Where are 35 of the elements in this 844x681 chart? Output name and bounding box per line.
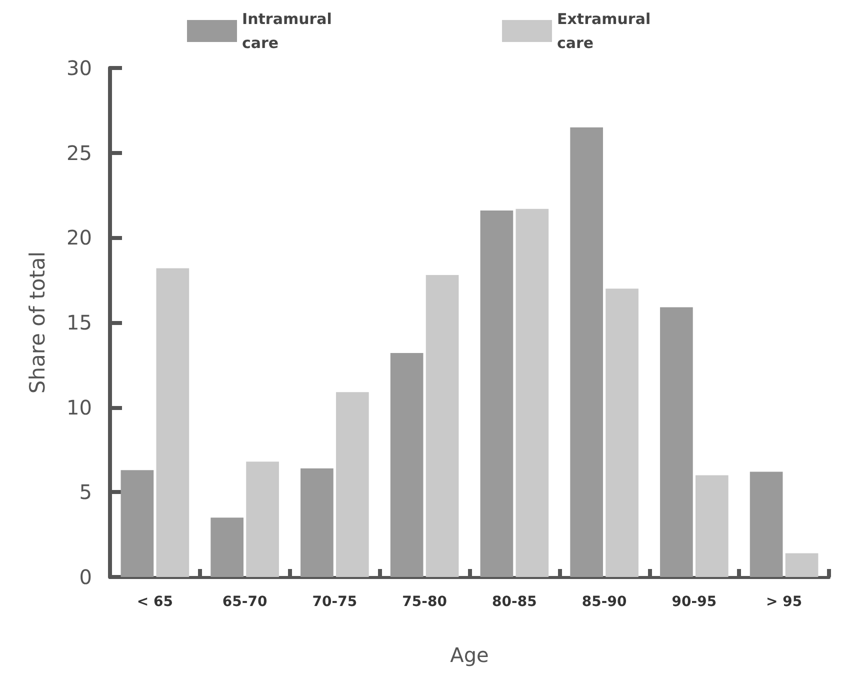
legend-label: Extramural care	[557, 10, 651, 52]
bar	[660, 307, 693, 577]
x-tick-label: 80-85	[492, 594, 537, 610]
x-tick-label: > 95	[766, 594, 802, 610]
y-tick-label: 30	[66, 56, 92, 80]
bar	[336, 392, 369, 577]
y-tick-label: 0	[79, 565, 92, 589]
y-tick-label: 5	[79, 480, 92, 504]
y-tick-label: 10	[66, 395, 92, 420]
bar	[480, 210, 514, 577]
y-tick-label: 25	[66, 140, 92, 165]
bar	[426, 274, 459, 577]
bar	[210, 518, 244, 577]
x-tick-label: 90-95	[672, 594, 717, 610]
bar	[696, 475, 728, 577]
x-tick-label: < 65	[136, 594, 173, 610]
bar	[246, 462, 279, 577]
bar	[570, 127, 603, 577]
bar	[750, 472, 783, 577]
bar	[606, 288, 638, 577]
x-tick-label: 70-75	[312, 594, 358, 610]
y-tick-label: 20	[66, 226, 92, 250]
bar	[785, 553, 818, 577]
x-tick-label: 75-80	[402, 594, 448, 610]
x-axis-title: Age	[450, 643, 489, 667]
bar	[300, 468, 334, 577]
x-tick-label: 85-90	[582, 594, 627, 610]
x-tick-label: 65-70	[222, 594, 268, 610]
y-axis-title: Share of total	[26, 251, 50, 394]
legend-label: Intramural care	[242, 10, 332, 52]
bar	[120, 470, 154, 577]
y-tick-label: 15	[66, 310, 92, 334]
bar	[516, 208, 549, 577]
bar	[390, 353, 424, 577]
bar	[156, 268, 190, 577]
